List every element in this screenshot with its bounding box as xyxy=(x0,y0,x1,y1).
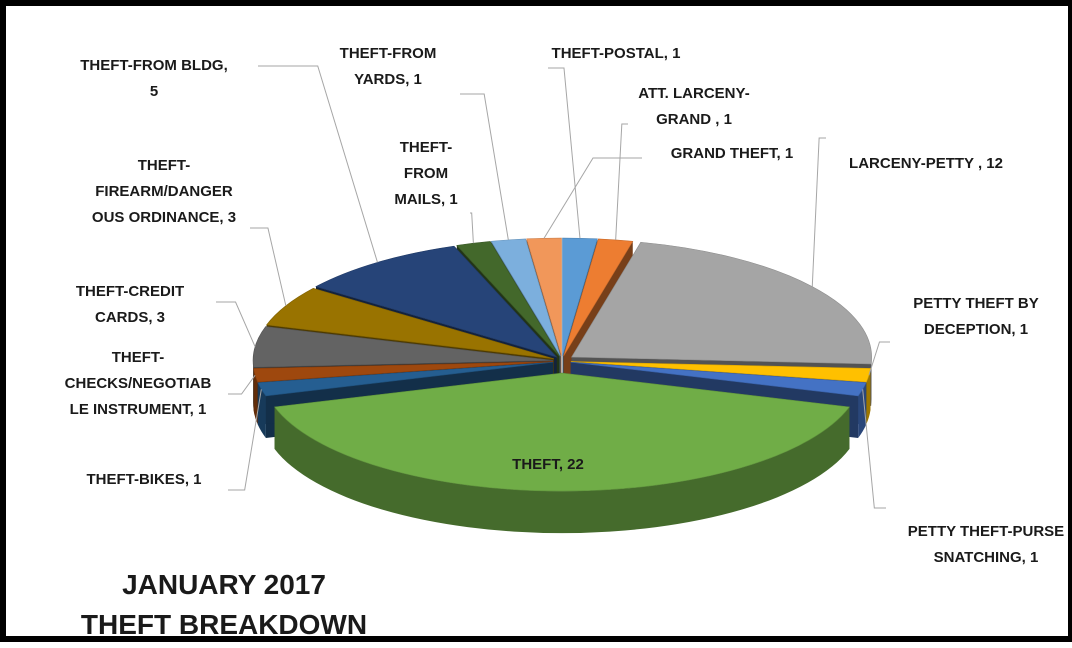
slice-rim xyxy=(253,368,258,425)
data-label: THEFT-BIKES, 1 xyxy=(86,471,201,488)
data-labels: THEFT-POSTAL, 1 ATT. LARCENY-GRAND , 1 LAR… xyxy=(65,45,1065,566)
chart-title: JANUARY 2017 THEFT BREAKDOWN xyxy=(81,569,367,640)
slice-rim xyxy=(866,368,871,425)
leader-line xyxy=(868,341,890,376)
leader-line xyxy=(216,301,256,347)
slice-theft-from-bldg xyxy=(315,245,558,358)
pie-chart: THEFT-POSTAL, 1 ATT. LARCENY-GRAND , 1 LAR… xyxy=(65,45,1065,640)
slice-theft-from-mails xyxy=(456,241,560,357)
slice-theft xyxy=(274,372,850,492)
slice-rim xyxy=(274,406,850,534)
slice-theft-firearm-dangerous-ordinance xyxy=(266,287,555,360)
data-label: THEFT-CHECKS/NEGOTIAB LE INSTRUMENT, 1 xyxy=(65,349,212,418)
data-label: THEFT-FROM MAILS, 1 xyxy=(394,139,457,208)
leader-line xyxy=(228,374,256,395)
data-label: PETTY THEFT BY DECEPTION, 1 xyxy=(913,295,1039,338)
slice-rim xyxy=(871,357,872,406)
leader-line xyxy=(258,65,378,263)
data-label: THEFT-FIREARM/DANGER OUS ORDINANCE, 3 xyxy=(92,157,236,226)
slice-petty-theft-purse-snatching xyxy=(570,361,867,397)
slice-rim xyxy=(858,382,867,438)
data-label: PETTY THEFT-PURSE SNATCHING, 1 xyxy=(908,523,1064,566)
data-label: THEFT, 22 xyxy=(512,456,584,473)
data-label: THEFT-CREDIT CARDS, 3 xyxy=(76,283,184,326)
leader-line xyxy=(862,389,886,509)
pie-tops xyxy=(252,237,872,492)
leader-line xyxy=(470,212,474,244)
data-label: ATT. LARCENY-GRAND , 1 xyxy=(638,85,749,128)
data-label: GRAND THEFT, 1 xyxy=(671,145,794,162)
data-label: LARCENY-PETTY , 12 xyxy=(849,155,1003,172)
data-label: THEFT-POSTAL, 1 xyxy=(552,45,681,62)
leader-line xyxy=(460,93,509,240)
leader-lines xyxy=(216,65,890,509)
leader-line xyxy=(228,389,262,491)
slice-theft-bikes xyxy=(257,361,554,397)
leader-line xyxy=(811,137,826,287)
slice-rim xyxy=(253,360,254,410)
leader-line xyxy=(250,227,287,306)
leader-line xyxy=(615,123,628,240)
data-label: THEFT-FROM BLDG, 5 xyxy=(80,57,227,100)
slice-petty-theft-by-deception xyxy=(570,361,871,383)
data-label: THEFT-FROM YARDS, 1 xyxy=(340,45,437,88)
leader-line xyxy=(543,157,642,239)
leader-line xyxy=(548,67,581,239)
